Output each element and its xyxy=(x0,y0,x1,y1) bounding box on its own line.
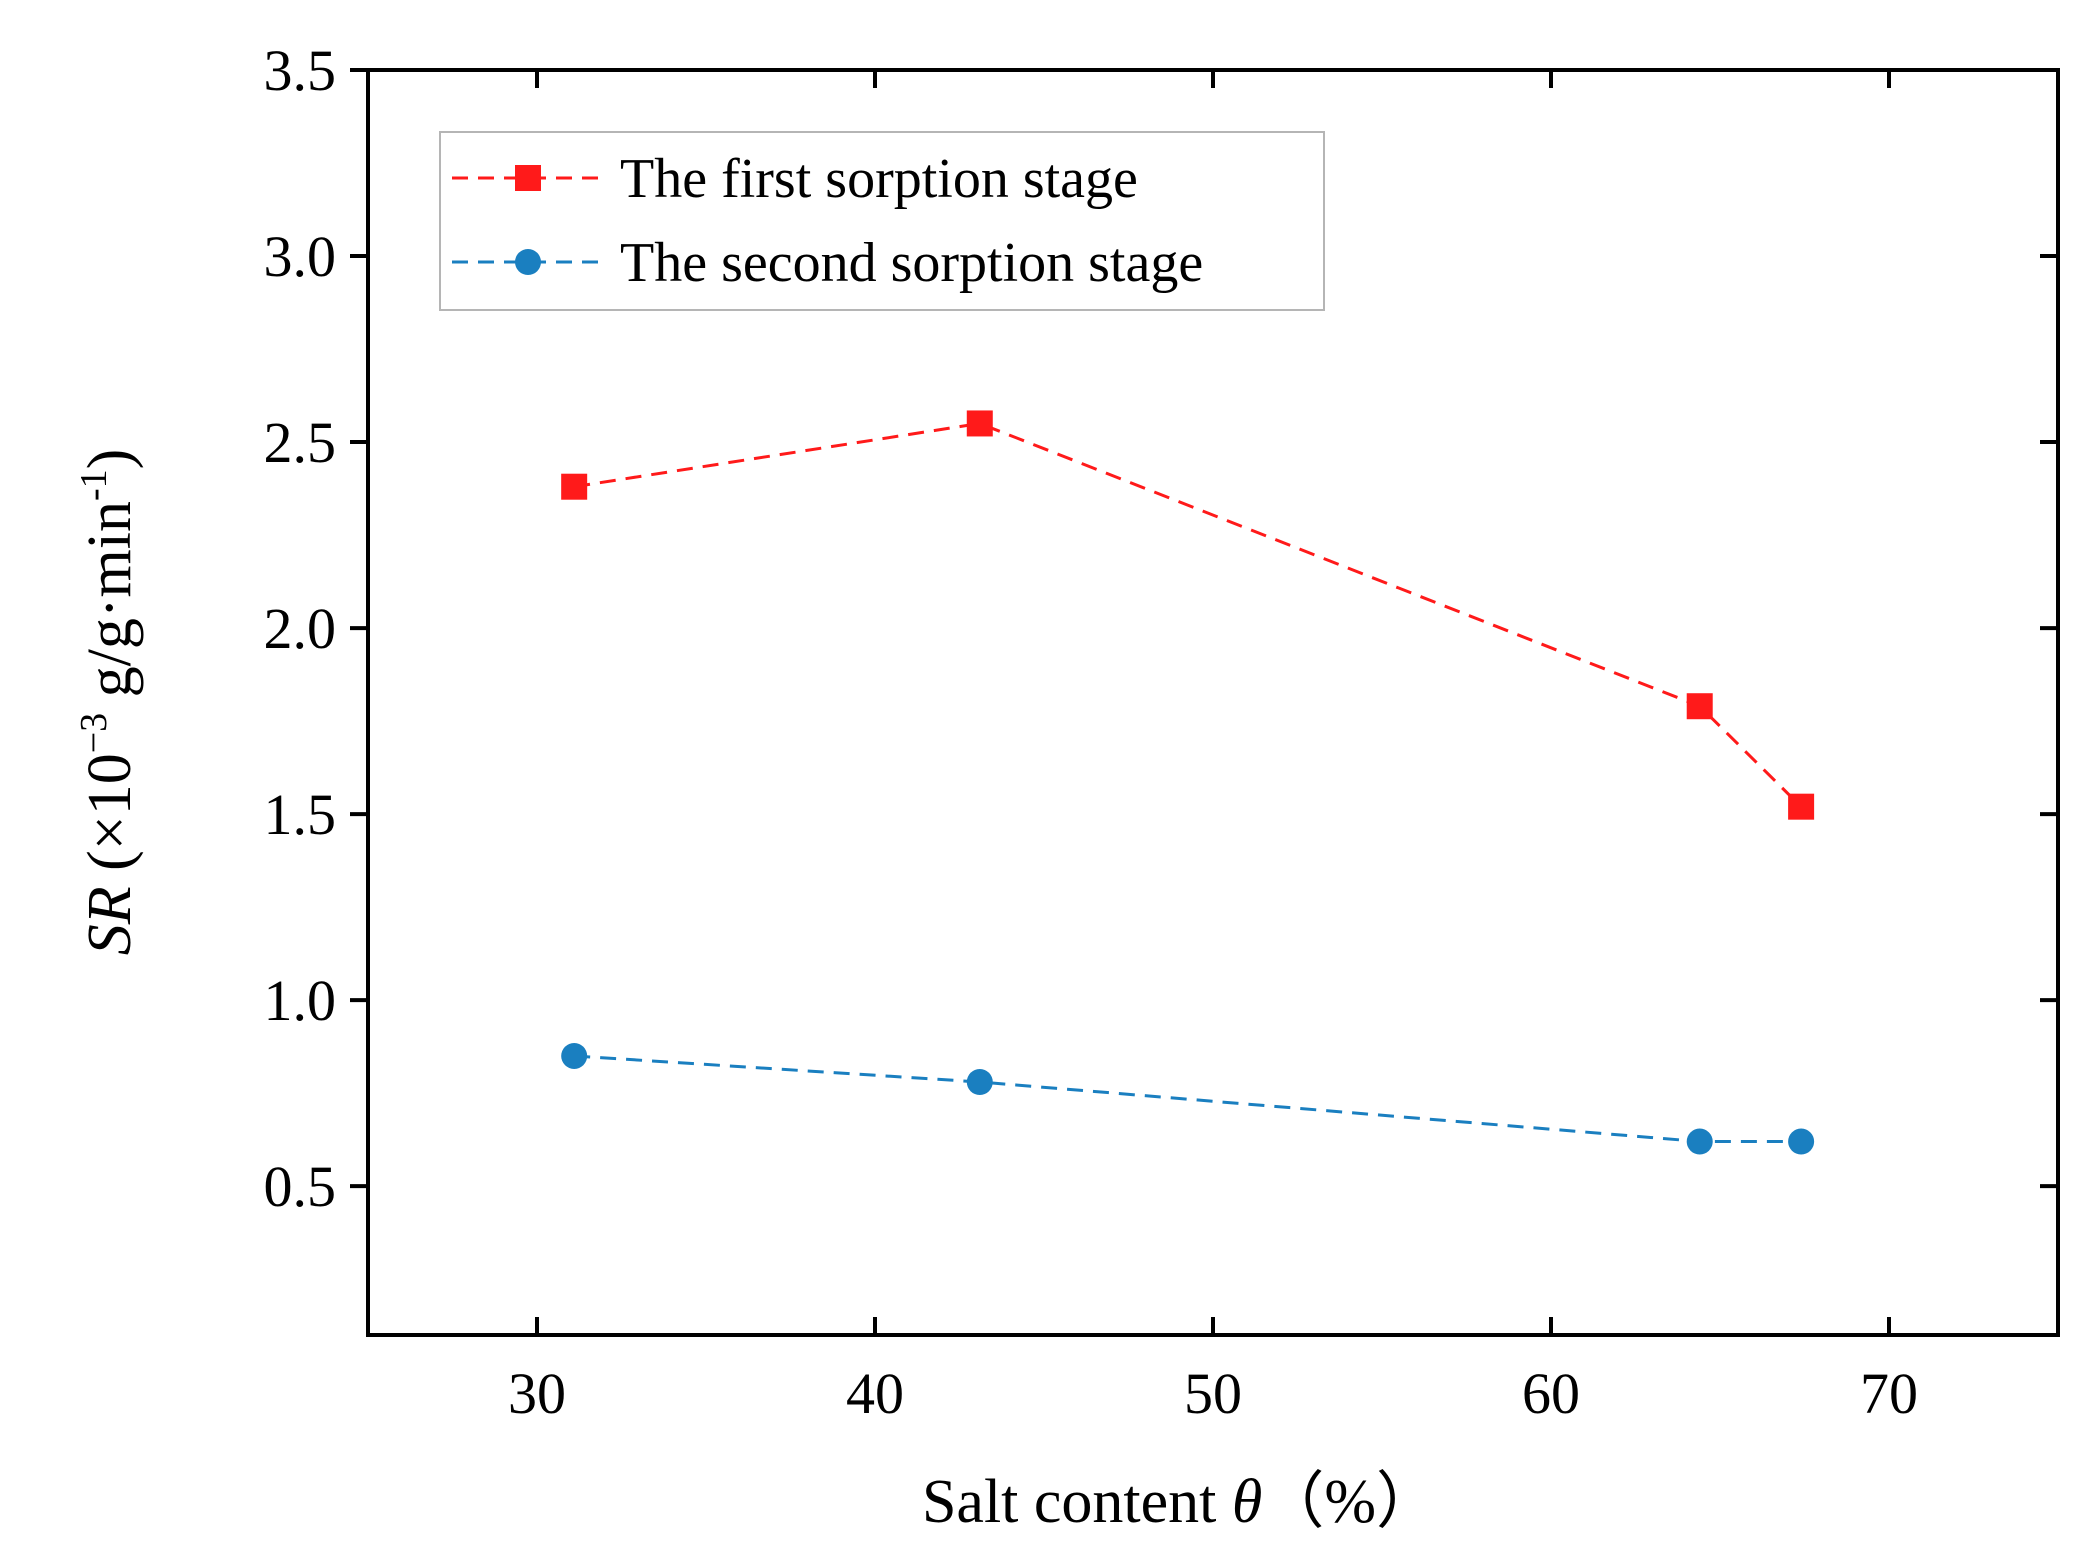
y-axis-title-open: (×10 xyxy=(76,753,144,886)
y-axis: 0.5 1.0 1.5 2.0 2.5 3.0 3.5 xyxy=(264,38,2058,1219)
y-axis-title-exponent-1: −3 xyxy=(73,713,115,753)
y-tick-label: 3.0 xyxy=(264,224,337,289)
x-tick-label: 70 xyxy=(1860,1361,1918,1426)
legend-marker-first xyxy=(515,165,541,191)
x-tick-label: 30 xyxy=(508,1361,566,1426)
series-2-point xyxy=(1686,1128,1713,1155)
series-layer xyxy=(561,410,1815,1155)
y-axis-title-unit: g/g·min xyxy=(76,501,144,713)
x-tick-label: 50 xyxy=(1184,1361,1242,1426)
y-tick-label: 1.0 xyxy=(264,968,337,1033)
legend: The first sorption stage The second sorp… xyxy=(439,131,1325,311)
series-1-point xyxy=(1686,693,1713,720)
x-axis-title-symbol: θ xyxy=(1232,1468,1262,1536)
series-line-2 xyxy=(574,1054,1802,1144)
legend-label-second: The second sorption stage xyxy=(620,232,1203,294)
series-2-point xyxy=(1788,1128,1815,1155)
y-axis-title-symbol: SR xyxy=(76,886,144,955)
x-axis-title-prefix: Salt content xyxy=(922,1468,1232,1536)
y-tick-label: 0.5 xyxy=(264,1154,337,1219)
legend-label-first: The first sorption stage xyxy=(620,148,1138,210)
series-2-point xyxy=(966,1069,993,1095)
y-tick-label: 2.0 xyxy=(264,596,337,661)
series-1-point xyxy=(561,473,588,500)
y-axis-title-exponent-2: -1 xyxy=(73,469,115,501)
x-tick-label: 60 xyxy=(1522,1361,1580,1426)
y-tick-label: 1.5 xyxy=(264,782,337,847)
y-tick-label: 2.5 xyxy=(264,410,337,475)
y-tick-label: 3.5 xyxy=(264,38,337,103)
x-axis-title: Salt content θ（%） xyxy=(922,1468,1438,1536)
legend-box xyxy=(439,131,1325,311)
y-axis-title-close: ) xyxy=(76,449,144,470)
x-tick-label: 40 xyxy=(846,1361,904,1426)
y-axis-title: SR (×10−3 g/g·min-1) xyxy=(73,449,144,956)
series-line-1 xyxy=(573,421,1803,808)
x-axis: 30 40 50 60 70 xyxy=(508,70,1918,1426)
series-1-point xyxy=(966,410,993,437)
legend-marker-second xyxy=(515,249,541,275)
series-2-point xyxy=(561,1042,588,1069)
series-1-point xyxy=(1788,793,1815,820)
x-axis-title-suffix: （%） xyxy=(1262,1468,1438,1536)
